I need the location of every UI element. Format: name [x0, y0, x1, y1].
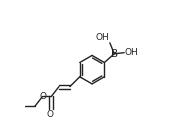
Text: OH: OH: [125, 48, 138, 57]
Text: OH: OH: [95, 33, 109, 42]
Text: O: O: [47, 110, 54, 119]
Text: B: B: [111, 49, 118, 59]
Text: O: O: [39, 92, 46, 101]
